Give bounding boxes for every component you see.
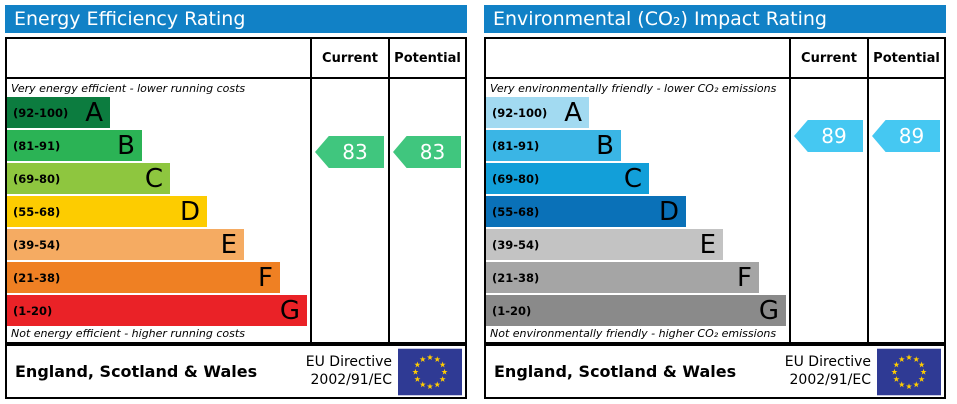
band-range-label: (69-80) [13,171,61,186]
band-range-label: (21-38) [13,270,61,285]
eu-directive-label: EU Directive 2002/91/EC [785,354,877,389]
eu-flag-icon [877,348,941,395]
potential-column-body: 89 [869,79,944,342]
current-column: Current 89 [789,39,867,342]
potential-column: Potential 89 [867,39,944,342]
current-column-body: 89 [791,79,867,342]
potential-rating-value: 89 [898,124,925,148]
band-letter: G [279,295,300,326]
potential-rating-value: 83 [419,140,446,164]
potential-rating-arrow: 89 [872,120,940,152]
bands-column-header [486,39,789,79]
chart-footer: England, Scotland & Wales EU Directive 2… [484,344,946,399]
eu-directive-line2: 2002/91/EC [789,371,872,388]
band-range-label: (69-80) [492,171,540,186]
band-list: (92-100) A (81-91) B (69-80) C (55-68) [7,97,310,326]
band-range-label: (55-68) [13,204,61,219]
current-rating-value: 83 [342,140,368,164]
current-column-header: Current [312,39,388,79]
bands-area: Very environmentally friendly - lower CO… [486,79,789,342]
band-range-label: (81-91) [13,138,61,153]
band-bar-e: (39-54) E [7,229,244,260]
environmental-impact-chart: Environmental (CO₂) Impact Rating Very e… [484,5,946,399]
band-bar-a: (92-100) A [486,97,589,128]
potential-column-body: 83 [390,79,465,342]
potential-column-header: Potential [869,39,944,79]
band-letter: E [220,229,237,260]
band-range-label: (39-54) [13,237,61,252]
band-letter: F [737,262,752,293]
band-bar-c: (69-80) C [7,163,170,194]
band-letter: A [85,97,103,128]
current-rating-arrow: 89 [794,120,863,152]
eu-directive-label: EU Directive 2002/91/EC [306,354,398,389]
current-column-body: 83 [312,79,388,342]
current-rating-arrow: 83 [315,136,384,168]
bands-column: Very environmentally friendly - lower CO… [486,39,789,342]
band-letter: G [758,295,779,326]
band-list: (92-100) A (81-91) B (69-80) C (55-68) [486,97,789,326]
band-range-label: (55-68) [492,204,540,219]
band-letter: B [117,130,135,161]
current-rating-value: 89 [821,124,847,148]
bottom-caption: Not energy efficient - higher running co… [11,327,245,340]
energy-efficiency-chart: Energy Efficiency Rating Very energy eff… [5,5,467,399]
potential-rating-arrow: 83 [393,136,461,168]
bands-column-header [7,39,310,79]
region-label: England, Scotland & Wales [494,362,737,381]
band-bar-e: (39-54) E [486,229,723,260]
eu-directive-line1: EU Directive [784,354,871,370]
band-bar-c: (69-80) C [486,163,649,194]
band-bar-b: (81-91) B [7,130,142,161]
current-column: Current 83 [310,39,388,342]
environmental-impact-table: Very environmentally friendly - lower CO… [484,37,946,344]
band-range-label: (81-91) [492,138,540,153]
eu-directive-line2: 2002/91/EC [310,371,393,388]
energy-efficiency-title: Energy Efficiency Rating [5,5,467,33]
band-letter: E [699,229,716,260]
band-bar-b: (81-91) B [486,130,621,161]
band-range-label: (92-100) [492,105,548,120]
bands-column: Very energy efficient - lower running co… [7,39,310,342]
bands-area: Very energy efficient - lower running co… [7,79,310,342]
top-caption: Very energy efficient - lower running co… [11,82,246,95]
bottom-caption: Not environmentally friendly - higher CO… [490,327,777,340]
band-letter: B [596,130,614,161]
band-bar-g: (1-20) G [7,295,307,326]
band-bar-d: (55-68) D [486,196,686,227]
environmental-impact-title: Environmental (CO₂) Impact Rating [484,5,946,33]
chart-footer: England, Scotland & Wales EU Directive 2… [5,344,467,399]
potential-column-header: Potential [390,39,465,79]
band-bar-f: (21-38) F [7,262,280,293]
current-column-header: Current [791,39,867,79]
band-letter: D [658,196,679,227]
band-range-label: (92-100) [13,105,69,120]
band-bar-d: (55-68) D [7,196,207,227]
energy-efficiency-table: Very energy efficient - lower running co… [5,37,467,344]
band-letter: F [258,262,273,293]
eu-directive-line1: EU Directive [305,354,392,370]
eu-flag-icon [398,348,462,395]
band-range-label: (1-20) [492,303,532,318]
band-letter: C [623,163,642,194]
band-range-label: (21-38) [492,270,540,285]
band-letter: D [179,196,200,227]
band-bar-g: (1-20) G [486,295,786,326]
band-bar-f: (21-38) F [486,262,759,293]
band-range-label: (1-20) [13,303,53,318]
potential-column: Potential 83 [388,39,465,342]
region-label: England, Scotland & Wales [15,362,258,381]
top-caption: Very environmentally friendly - lower CO… [490,82,777,95]
band-letter: C [144,163,163,194]
band-letter: A [564,97,582,128]
band-range-label: (39-54) [492,237,540,252]
band-bar-a: (92-100) A [7,97,110,128]
